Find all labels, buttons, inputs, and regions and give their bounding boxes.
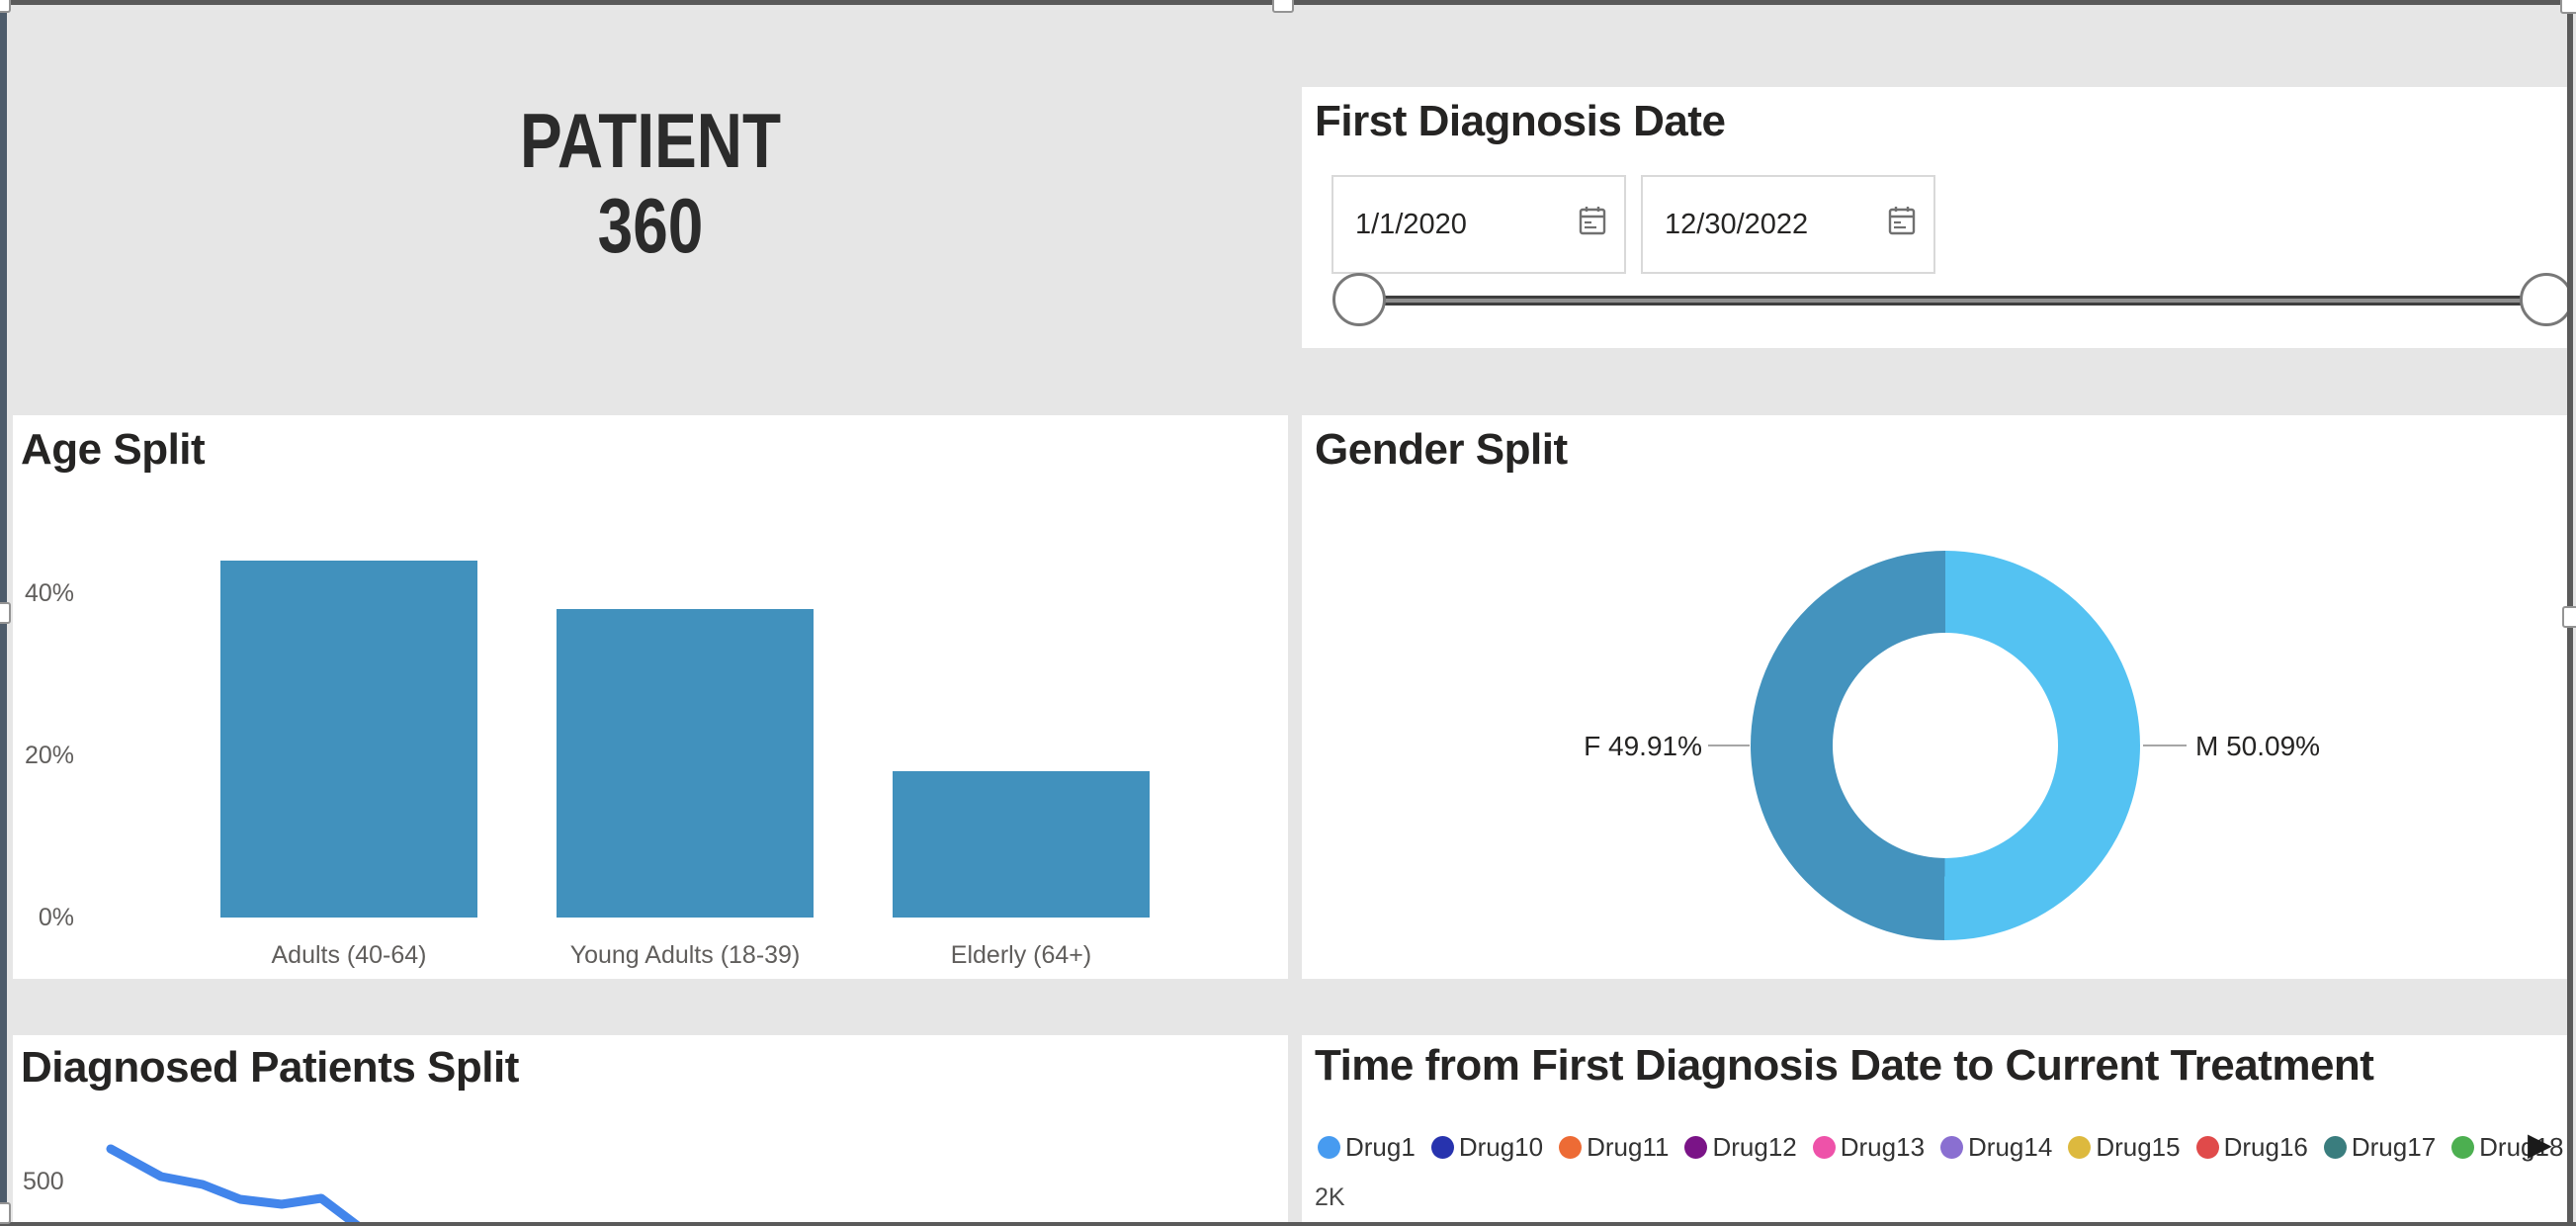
date-slicer-panel: First Diagnosis Date 1/1/2020 12/30/2022 — [1302, 87, 2573, 348]
legend-item-label: Drug1 — [1345, 1132, 1416, 1162]
legend-item-drug15[interactable]: Drug15 — [2068, 1132, 2181, 1163]
legend-item-drug11[interactable]: Drug11 — [1559, 1132, 1669, 1163]
end-date-input[interactable]: 12/30/2022 — [1641, 175, 1935, 274]
age-split-chart: 0% 20% 40% Adults (40-64) Young Adults (18-3… — [13, 415, 1288, 979]
resize-handle-left-middle[interactable] — [0, 602, 11, 624]
legend-item-drug18[interactable]: Drug18 — [2451, 1132, 2563, 1163]
age-bar-3[interactable] — [893, 771, 1150, 918]
diagnosed-line-chart[interactable] — [13, 1035, 1288, 1226]
legend-dot-icon — [1940, 1136, 1964, 1159]
legend-item-drug17[interactable]: Drug17 — [2323, 1132, 2437, 1163]
x-axis-category-label: Adults (40-64) — [271, 941, 427, 969]
legend-item-drug1[interactable]: Drug1 — [1318, 1132, 1416, 1163]
end-date-value: 12/30/2022 — [1665, 208, 1809, 240]
y-axis-tick-label: 40% — [24, 579, 74, 607]
diagnosed-patients-panel: Diagnosed Patients Split 500 — [13, 1035, 1288, 1226]
legend-dot-icon — [1684, 1136, 1708, 1159]
age-bar-1[interactable] — [220, 561, 477, 918]
legend-item-label: Drug10 — [1458, 1132, 1544, 1162]
legend-item-drug12[interactable]: Drug12 — [1684, 1132, 1797, 1163]
legend-next-arrow-icon[interactable]: ▶ — [2528, 1126, 2552, 1162]
x-axis-category-label: Young Adults (18-39) — [569, 941, 801, 969]
calendar-icon[interactable] — [1888, 206, 1916, 243]
time-from-diagnosis-title: Time from First Diagnosis Date to Curren… — [1315, 1041, 2374, 1090]
gender-split-panel: Gender Split F 49.91% M 50.09% — [1302, 415, 2570, 979]
y-axis-tick-label: 0% — [38, 904, 74, 931]
start-date-value: 1/1/2020 — [1355, 208, 1467, 240]
legend-dot-icon — [1559, 1136, 1583, 1159]
legend-item-label: Drug15 — [2096, 1132, 2181, 1162]
y-axis-tick-label: 500 — [23, 1168, 64, 1195]
report-title: PATIENT 360 — [128, 97, 1173, 269]
legend-dot-icon — [2195, 1136, 2219, 1159]
legend-dot-icon — [1812, 1136, 1836, 1159]
age-split-panel: Age Split 0% 20% 40% Adults (40-64) Young Ad… — [13, 415, 1288, 979]
legend-item-drug16[interactable]: Drug16 — [2195, 1132, 2308, 1163]
legend-dot-icon — [1430, 1136, 1454, 1159]
legend-item-drug13[interactable]: Drug13 — [1812, 1132, 1926, 1163]
legend-item-label: Drug13 — [1840, 1132, 1926, 1162]
gender-donut-hole — [1833, 633, 2058, 858]
legend-dot-icon — [2323, 1136, 2347, 1159]
diagnosed-patients-title: Diagnosed Patients Split — [21, 1043, 519, 1092]
age-bar-2[interactable] — [557, 609, 814, 918]
date-range-slider-handle-start[interactable] — [1332, 273, 1386, 326]
report-title-line2: 360 — [597, 181, 704, 269]
calendar-icon[interactable] — [1579, 206, 1606, 243]
y-axis-tick-label: 2K — [1315, 1183, 1345, 1211]
report-title-line1: PATIENT — [519, 97, 782, 184]
resize-handle-right-middle[interactable] — [2562, 606, 2576, 628]
date-range-slider-track[interactable] — [1359, 296, 2546, 306]
start-date-input[interactable]: 1/1/2020 — [1331, 175, 1626, 274]
donut-label-female: F 49.91% — [1584, 731, 1702, 761]
legend-item-label: Drug12 — [1712, 1132, 1797, 1162]
date-slicer-title: First Diagnosis Date — [1315, 97, 1726, 145]
donut-callout-line-f — [1708, 744, 1750, 746]
x-axis-category-label: Elderly (64+) — [950, 941, 1092, 969]
resize-handle-bottom-left[interactable] — [0, 1202, 11, 1224]
legend-dot-icon — [2451, 1136, 2475, 1159]
legend-item-drug14[interactable]: Drug14 — [1940, 1132, 2052, 1163]
donut-callout-line-m — [2143, 744, 2187, 746]
legend-item-drug10[interactable]: Drug10 — [1430, 1132, 1544, 1163]
legend-item-label: Drug11 — [1587, 1132, 1670, 1162]
legend-item-label: Drug16 — [2223, 1132, 2308, 1162]
time-from-diagnosis-panel: Time from First Diagnosis Date to Curren… — [1302, 1035, 2570, 1226]
treatment-legend: Drug1 Drug10 Drug11 Drug12 Drug13 Drug14 Drug1… — [1318, 1132, 2570, 1163]
legend-item-label: Drug18 — [2479, 1132, 2564, 1162]
legend-item-label: Drug14 — [1968, 1132, 2053, 1162]
donut-label-male: M 50.09% — [2195, 731, 2321, 761]
diagnosed-line-series[interactable] — [106, 1144, 374, 1226]
resize-handle-top-left[interactable] — [0, 0, 11, 13]
resize-handle-top-right[interactable] — [2560, 0, 2576, 14]
legend-item-label: Drug17 — [2351, 1132, 2437, 1162]
canvas-border-bottom — [0, 1222, 2576, 1226]
y-axis-tick-label: 20% — [24, 742, 74, 769]
legend-dot-icon — [1318, 1136, 1340, 1159]
gender-split-title: Gender Split — [1315, 425, 1568, 474]
age-split-title: Age Split — [21, 425, 206, 474]
resize-handle-top-center[interactable] — [1272, 0, 1294, 13]
date-range-slider-handle-end[interactable] — [2520, 273, 2573, 326]
legend-dot-icon — [2068, 1136, 2092, 1159]
